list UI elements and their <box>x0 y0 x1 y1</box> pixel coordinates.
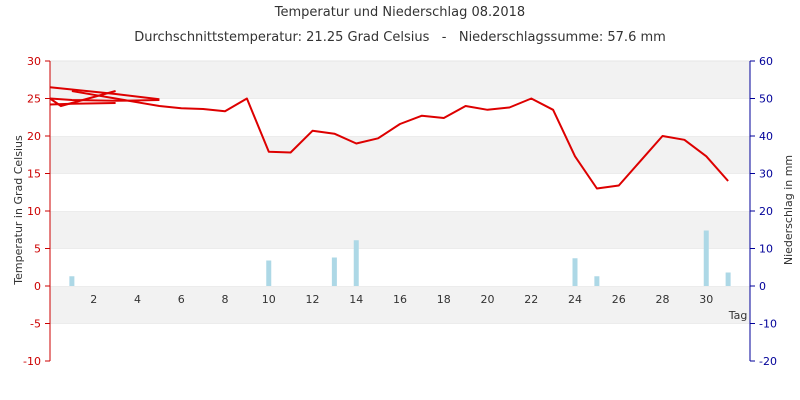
y-axis-right-tick-label: 30 <box>759 168 773 181</box>
y-axis-right-tick-label: 10 <box>759 243 773 256</box>
x-axis-tick-label: 30 <box>699 293 713 306</box>
precipitation-bar <box>266 260 272 286</box>
x-axis-tick-label: 26 <box>612 293 626 306</box>
grid-band <box>50 98 750 136</box>
y-axis-right-tick-label: 60 <box>759 55 773 68</box>
y-axis-left-tick-label: 20 <box>27 130 41 143</box>
grid-band <box>50 173 750 211</box>
x-axis-tick-label: 22 <box>524 293 538 306</box>
x-axis-tick-label: 14 <box>349 293 363 306</box>
y-axis-right-title: Niederschlag in mm <box>782 155 795 265</box>
grid-band <box>50 211 750 249</box>
chart-subtitle: Durchschnittstemperatur: 21.25 Grad Cels… <box>134 30 666 45</box>
y-axis-left-tick-label: 10 <box>27 205 41 218</box>
y-axis-right-tick-label: 20 <box>759 205 773 218</box>
precipitation-bar <box>594 276 600 286</box>
grid-band <box>50 61 750 99</box>
y-axis-right-tick-label: 40 <box>759 130 773 143</box>
precipitation-bar <box>353 240 359 286</box>
x-axis-tick-label: 10 <box>262 293 276 306</box>
x-axis-tick-label: 16 <box>393 293 407 306</box>
y-axis-right-tick-label: 50 <box>759 93 773 106</box>
x-axis-tick-label: 24 <box>568 293 582 306</box>
temperature-lines <box>49 86 729 190</box>
grid-band <box>50 248 750 286</box>
x-axis-tick-label: 12 <box>306 293 320 306</box>
temperature-artifact-line <box>49 97 160 102</box>
y-axis-right-tick-label: 0 <box>759 280 766 293</box>
x-axis-tick-label: 20 <box>481 293 495 306</box>
chart-title: Temperatur und Niederschlag 08.2018 <box>274 5 525 20</box>
x-axis-tick-label: 28 <box>656 293 670 306</box>
x-axis-tick-label: 4 <box>134 293 141 306</box>
y-axis-left-tick-label: -10 <box>23 355 41 368</box>
precipitation-bar <box>69 276 75 286</box>
y-axis-left-tick-label: 0 <box>34 280 41 293</box>
x-axis-tick-label: 8 <box>222 293 229 306</box>
y-axis-left-tick-label: -5 <box>30 318 41 331</box>
y-axis-left-title: Temperatur in Grad Celsius <box>12 135 25 286</box>
x-axis-tick-label: 2 <box>90 293 97 306</box>
grid-bands <box>50 60 750 361</box>
x-axis-title: Tag <box>728 309 748 322</box>
y-axis-right-tick-label: -20 <box>759 355 777 368</box>
y-axis-left-tick-label: 5 <box>34 243 41 256</box>
grid-band <box>50 136 750 174</box>
y-axis-right-tick-label: -10 <box>759 318 777 331</box>
x-axis-tick-label: 6 <box>178 293 185 306</box>
y-axis-left-tick-label: 30 <box>27 55 41 68</box>
y-axis-left-tick-label: 25 <box>27 93 41 106</box>
temperature-artifact-line <box>49 86 160 101</box>
grid-band <box>50 286 750 324</box>
precipitation-bar <box>331 257 337 286</box>
x-axis-tick-label: 18 <box>437 293 451 306</box>
temperature-line <box>71 90 729 190</box>
temperature-artifact-line <box>49 102 116 106</box>
y-axis-left-tick-label: 15 <box>27 168 41 181</box>
precipitation-bar <box>725 272 731 286</box>
precipitation-bar <box>572 258 578 286</box>
grid-band <box>50 323 750 361</box>
precipitation-bars <box>69 230 731 286</box>
precipitation-bar <box>703 230 709 286</box>
